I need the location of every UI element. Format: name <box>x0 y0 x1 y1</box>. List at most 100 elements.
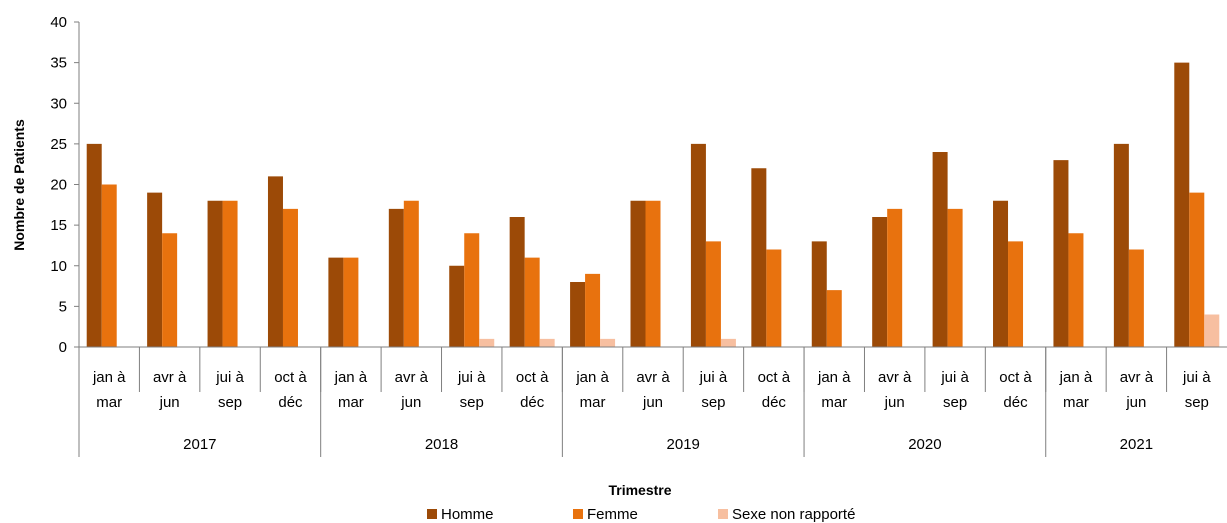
x-tick-label-line2: jun <box>159 394 180 411</box>
x-tick-label-line2: mar <box>1063 394 1089 411</box>
x-tick-label-line1: oct à <box>516 369 549 386</box>
x-tick-label-line2: déc <box>278 394 303 411</box>
x-tick-label-line1: jui à <box>457 369 486 386</box>
x-tick-label-line1: jui à <box>940 369 969 386</box>
x-tick-label-line2: déc <box>1003 394 1028 411</box>
bar-homme-8 <box>570 282 586 347</box>
bar-homme-9 <box>630 200 646 347</box>
bar-sexe-non-rapport--18 <box>1204 314 1220 347</box>
bar-femme-4 <box>343 257 359 347</box>
y-tick-label: 0 <box>59 339 67 356</box>
bar-homme-4 <box>328 257 344 347</box>
bar-femme-5 <box>403 200 419 347</box>
bar-homme-17 <box>1113 143 1129 347</box>
legend-label: Sexe non rapporté <box>732 506 855 523</box>
bar-sexe-non-rapport--7 <box>539 338 555 347</box>
y-tick-label: 15 <box>50 217 67 234</box>
bar-sexe-non-rapport--10 <box>720 338 736 347</box>
legend-swatch <box>573 509 583 519</box>
bars-group <box>86 62 1220 347</box>
x-tick-label-line2: mar <box>580 394 606 411</box>
bar-homme-10 <box>690 143 706 347</box>
y-tick-label: 10 <box>50 258 67 275</box>
bar-femme-11 <box>766 249 782 347</box>
x-tick-label-line2: mar <box>96 394 122 411</box>
legend-label: Homme <box>441 506 494 523</box>
x-tick-label-line2: jun <box>642 394 663 411</box>
bar-homme-5 <box>388 208 404 347</box>
x-tick-label-line2: jun <box>884 394 905 411</box>
bar-homme-13 <box>872 217 888 347</box>
legend: Homme Femme Sexe non rapporté <box>427 506 855 523</box>
x-year-label: 2019 <box>667 436 700 453</box>
x-tick-label-line2: sep <box>460 394 484 411</box>
x-tick-label-line1: jui à <box>1182 369 1211 386</box>
bar-homme-2 <box>207 200 223 347</box>
bar-homme-3 <box>267 176 283 347</box>
x-tick-label-line1: avr à <box>153 369 187 386</box>
bar-femme-17 <box>1128 249 1144 347</box>
y-ticks: 0 5 10 15 20 25 30 35 40 <box>50 14 79 356</box>
y-tick-label: 20 <box>50 177 67 194</box>
x-tick-label-line1: jui à <box>215 369 244 386</box>
y-tick-label: 5 <box>59 298 67 315</box>
x-tick-label-line1: jan à <box>334 369 368 386</box>
bar-femme-13 <box>887 208 903 347</box>
y-tick-label: 25 <box>50 136 67 153</box>
x-tick-label-line2: sep <box>701 394 725 411</box>
bar-femme-1 <box>162 233 178 347</box>
bar-homme-12 <box>811 241 827 347</box>
y-axis-title: Nombre de Patients <box>11 119 27 251</box>
x-tick-label-line1: avr à <box>1120 369 1154 386</box>
x-tick-label-line2: sep <box>943 394 967 411</box>
x-tick-label-line1: avr à <box>395 369 429 386</box>
bar-sexe-non-rapport--8 <box>600 338 616 347</box>
x-tick-label-line1: oct à <box>274 369 307 386</box>
x-axis-title: Trimestre <box>608 482 671 498</box>
bar-femme-15 <box>1008 241 1024 347</box>
x-year-label: 2018 <box>425 436 458 453</box>
bar-femme-7 <box>524 257 540 347</box>
bar-homme-6 <box>449 265 465 347</box>
legend-swatch <box>427 509 437 519</box>
x-ticks: jan à mar avr à jun jui à sep oct à déc jan à mar… <box>78 347 1211 457</box>
y-tick-label: 40 <box>50 14 67 31</box>
bar-homme-14 <box>932 152 948 347</box>
bar-homme-11 <box>751 168 767 347</box>
bar-homme-15 <box>993 200 1009 347</box>
x-tick-label-line1: avr à <box>878 369 912 386</box>
bar-homme-18 <box>1174 62 1190 347</box>
x-tick-label-line2: jun <box>1125 394 1146 411</box>
x-tick-label-line1: oct à <box>758 369 791 386</box>
x-tick-label-line1: avr à <box>636 369 670 386</box>
y-tick-label: 35 <box>50 55 67 72</box>
bar-femme-0 <box>101 184 117 347</box>
x-tick-label-line2: déc <box>520 394 545 411</box>
x-year-label: 2017 <box>183 436 216 453</box>
x-tick-label-line1: jan à <box>817 369 851 386</box>
bar-femme-6 <box>464 233 480 347</box>
x-tick-label-line2: mar <box>338 394 364 411</box>
bar-femme-9 <box>645 200 661 347</box>
bar-femme-12 <box>826 290 842 347</box>
bar-homme-16 <box>1053 160 1069 347</box>
x-tick-label-line2: sep <box>1185 394 1209 411</box>
x-year-label: 2021 <box>1120 436 1153 453</box>
legend-label: Femme <box>587 506 638 523</box>
x-tick-label-line1: jan à <box>1059 369 1093 386</box>
x-year-label: 2020 <box>908 436 941 453</box>
legend-swatch <box>718 509 728 519</box>
bar-femme-10 <box>705 241 721 347</box>
x-tick-label-line1: oct à <box>999 369 1032 386</box>
bar-femme-8 <box>585 273 601 347</box>
bar-femme-14 <box>947 208 963 347</box>
x-tick-label-line2: jun <box>400 394 421 411</box>
bar-femme-18 <box>1189 192 1205 347</box>
bar-homme-1 <box>147 192 163 347</box>
bar-femme-2 <box>222 200 238 347</box>
x-tick-label-line2: déc <box>762 394 787 411</box>
bar-homme-7 <box>509 217 525 347</box>
bar-femme-3 <box>282 208 298 347</box>
bar-sexe-non-rapport--6 <box>479 338 495 347</box>
